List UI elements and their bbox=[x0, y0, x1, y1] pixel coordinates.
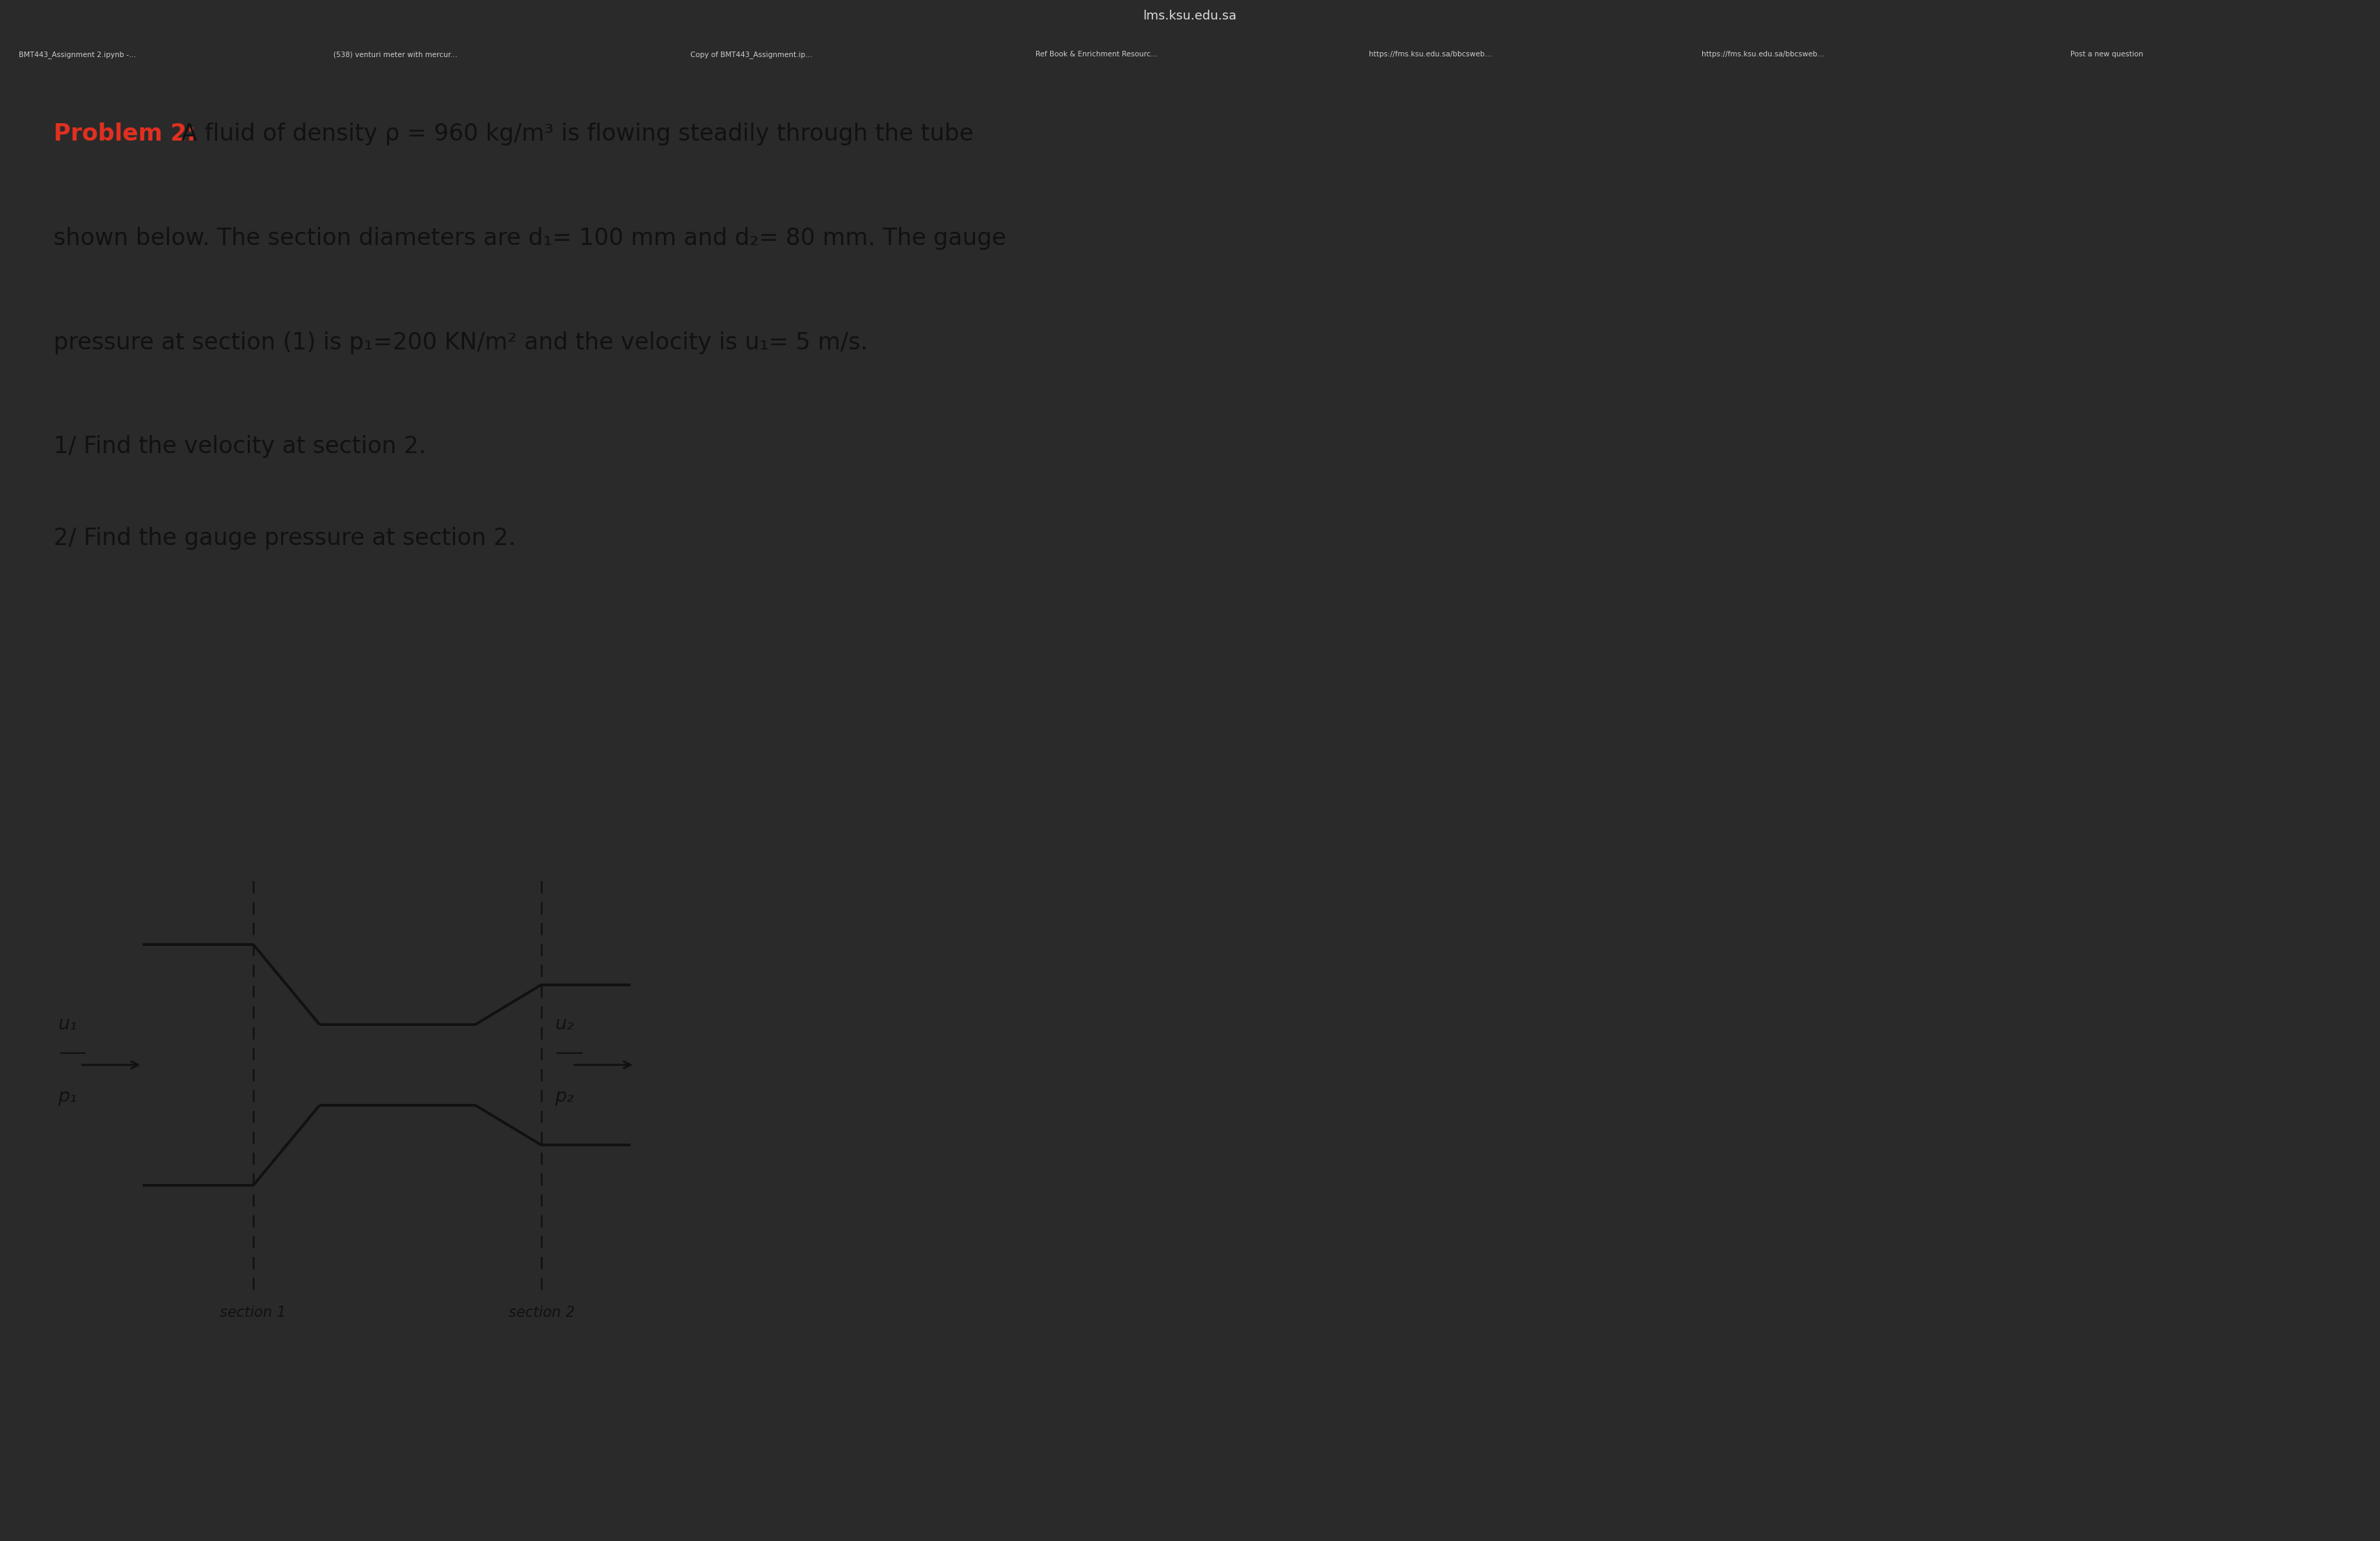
Text: lms.ksu.edu.sa: lms.ksu.edu.sa bbox=[1142, 11, 1238, 23]
Text: p₂: p₂ bbox=[555, 1088, 574, 1106]
Text: 1/ Find the velocity at section 2.: 1/ Find the velocity at section 2. bbox=[55, 435, 426, 458]
Text: u₁: u₁ bbox=[57, 1016, 76, 1034]
Text: 2/ Find the gauge pressure at section 2.: 2/ Find the gauge pressure at section 2. bbox=[55, 527, 516, 550]
Text: section 1: section 1 bbox=[221, 1305, 286, 1319]
Text: Post a new question: Post a new question bbox=[2071, 51, 2144, 59]
Text: u₂: u₂ bbox=[555, 1016, 574, 1034]
Text: pressure at section (1) is p₁=200 KN/m² and the velocity is u₁= 5 m/s.: pressure at section (1) is p₁=200 KN/m² … bbox=[55, 331, 869, 354]
Text: Problem 2:: Problem 2: bbox=[55, 123, 195, 146]
Text: BMT443_Assignment 2.ipynb -...: BMT443_Assignment 2.ipynb -... bbox=[19, 51, 136, 59]
Text: https://fms.ksu.edu.sa/bbcsweb...: https://fms.ksu.edu.sa/bbcsweb... bbox=[1702, 51, 1825, 59]
Text: (538) venturi meter with mercur...: (538) venturi meter with mercur... bbox=[333, 51, 457, 59]
Text: p₁: p₁ bbox=[57, 1088, 76, 1106]
Text: shown below. The section diameters are d₁= 100 mm and d₂= 80 mm. The gauge: shown below. The section diameters are d… bbox=[55, 227, 1007, 250]
Text: A fluid of density ρ = 960 kg/m³ is flowing steadily through the tube: A fluid of density ρ = 960 kg/m³ is flow… bbox=[174, 123, 973, 146]
Text: https://fms.ksu.edu.sa/bbcsweb...: https://fms.ksu.edu.sa/bbcsweb... bbox=[1368, 51, 1492, 59]
Text: section 2: section 2 bbox=[509, 1305, 574, 1319]
Text: Copy of BMT443_Assignment.ip...: Copy of BMT443_Assignment.ip... bbox=[690, 51, 812, 59]
Text: Ref Book & Enrichment Resourc...: Ref Book & Enrichment Resourc... bbox=[1035, 51, 1157, 59]
